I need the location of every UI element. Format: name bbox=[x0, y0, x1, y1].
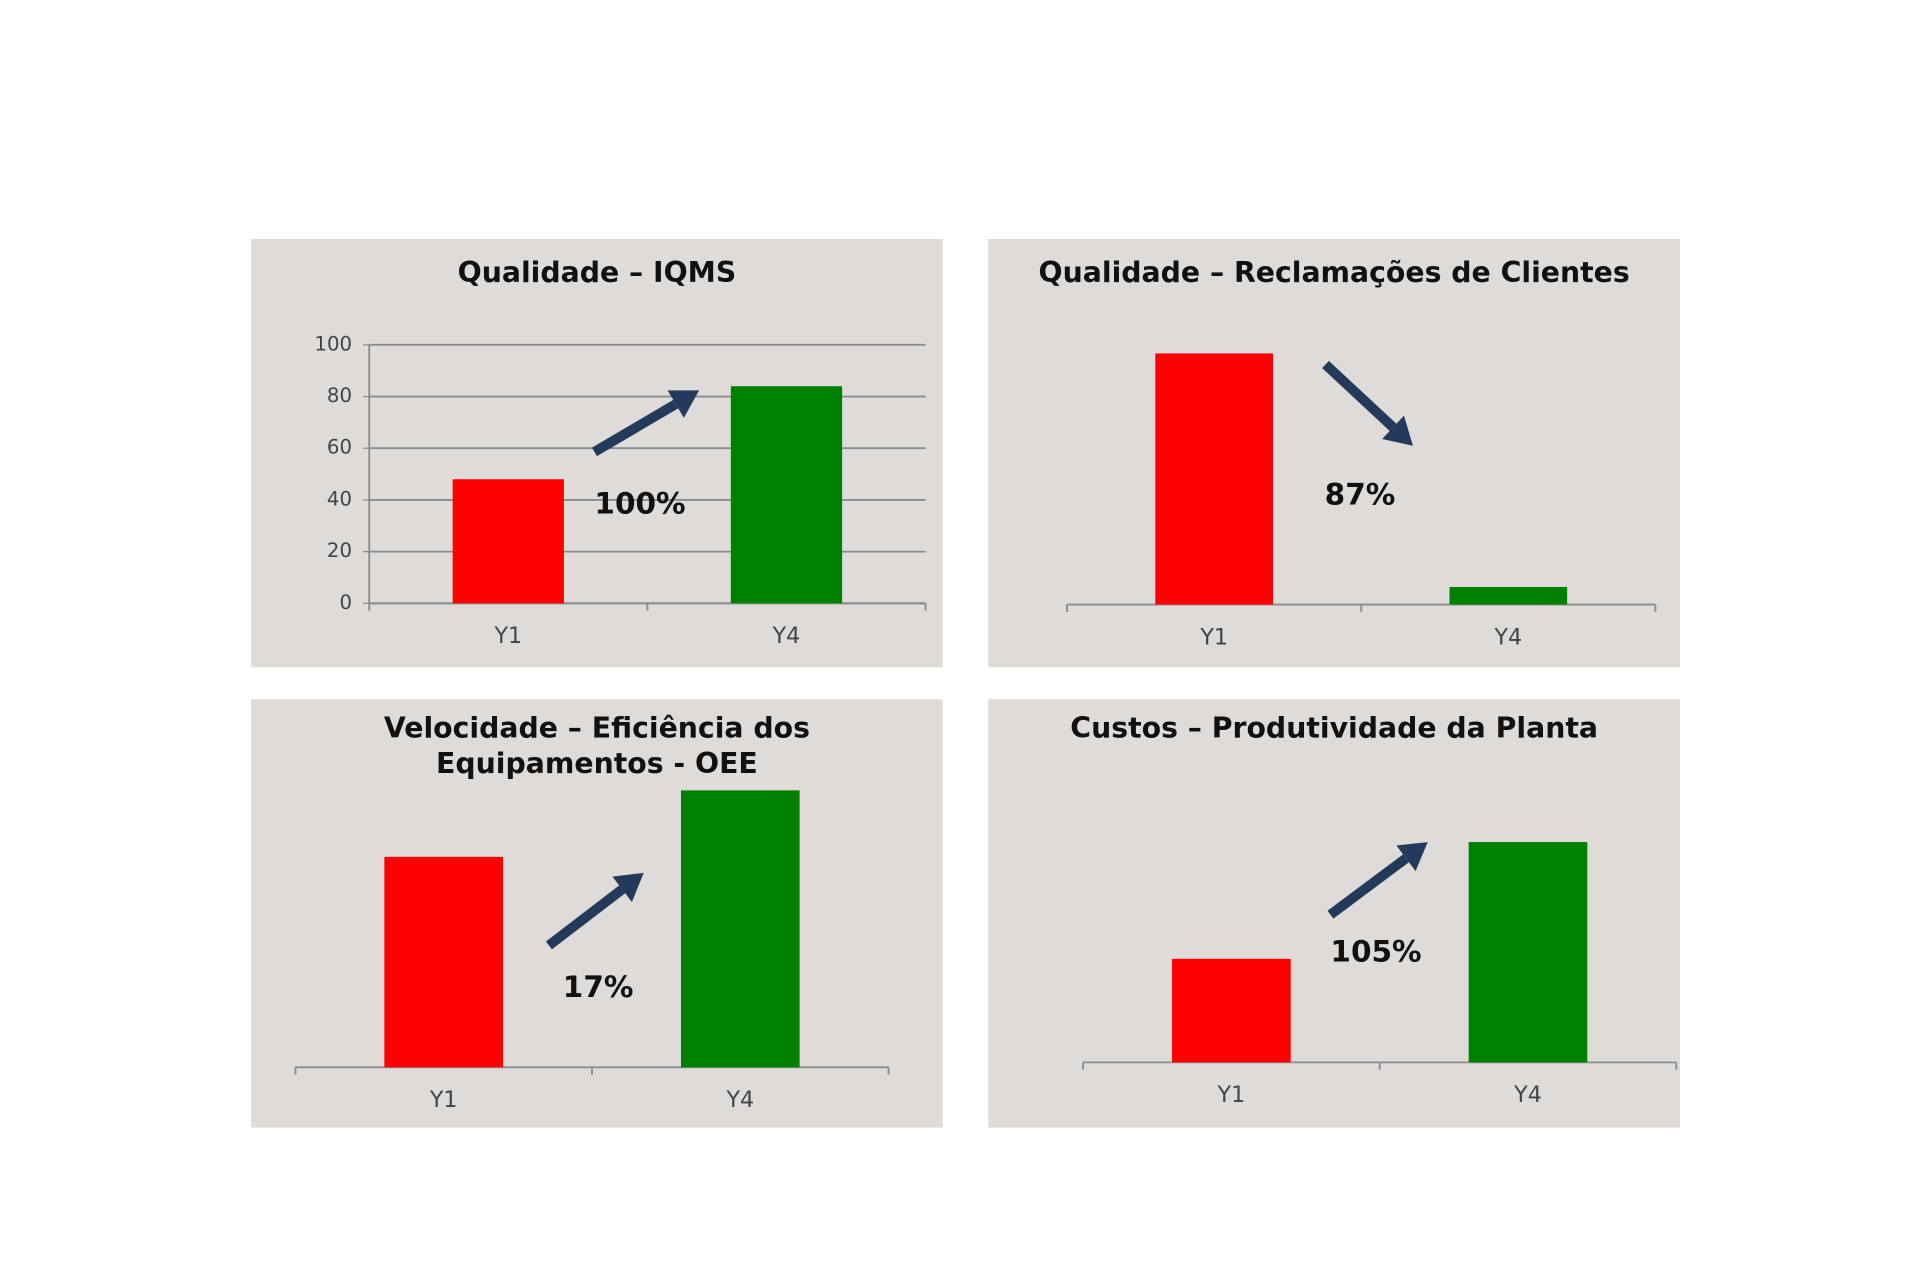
y-tick-label: 100 bbox=[314, 332, 352, 355]
x-tick-label: Y4 bbox=[1513, 1082, 1542, 1108]
annotation: 87% bbox=[1325, 478, 1396, 512]
title-box: Qualidade – Reclamações de Clientes bbox=[1038, 257, 1630, 290]
title-box: Qualidade – IQMS bbox=[457, 257, 737, 290]
chart-title: Custos – Produtividade da Planta bbox=[1070, 712, 1598, 745]
y-tick-label: 0 bbox=[339, 591, 352, 614]
bar bbox=[452, 479, 564, 604]
chart-title: Qualidade – IQMS bbox=[457, 257, 737, 290]
trend-arrow-shaft bbox=[545, 885, 626, 950]
bar bbox=[1155, 353, 1273, 605]
annotation: 100% bbox=[594, 486, 685, 520]
trend-arrow-shaft bbox=[1327, 854, 1409, 919]
y-tick-label: 80 bbox=[327, 384, 352, 407]
title-box: Velocidade – Eficiência dos Equipamentos… bbox=[383, 712, 810, 781]
bar bbox=[1172, 958, 1291, 1063]
chart-title: Velocidade – Eficiência dos Equipamentos… bbox=[383, 712, 810, 781]
bar bbox=[680, 790, 800, 1068]
annotation: 17% bbox=[563, 970, 634, 1004]
x-tick-label: Y1 bbox=[429, 1087, 458, 1113]
x-tick-label: Y1 bbox=[1199, 624, 1228, 650]
x-tick-label: Y4 bbox=[725, 1087, 754, 1113]
trend-arrow-shaft bbox=[1322, 360, 1397, 431]
y-tick-label: 20 bbox=[327, 539, 352, 562]
trend-arrow-head bbox=[612, 872, 644, 903]
x-tick-label: Y4 bbox=[772, 623, 801, 649]
x-tick-label: Y4 bbox=[1493, 624, 1522, 650]
chart-panel: Qualidade – IQMS 0 20 40 60 80 100 Y1 Y4 bbox=[251, 239, 943, 668]
title-box: Custos – Produtividade da Planta bbox=[1070, 712, 1598, 745]
trend-arrow-head bbox=[1382, 415, 1413, 446]
trend-arrow-head bbox=[667, 390, 700, 418]
x-tick-label: Y1 bbox=[493, 623, 522, 649]
y-tick-label: 60 bbox=[327, 436, 352, 459]
bar bbox=[730, 386, 843, 604]
annotation: 105% bbox=[1330, 934, 1421, 968]
x-tick-label: Y1 bbox=[1217, 1082, 1246, 1108]
chart-panel: Velocidade – Eficiência dos Equipamentos… bbox=[251, 699, 943, 1128]
trend-arrow-shaft bbox=[591, 399, 679, 457]
trend-arrow-head bbox=[1396, 842, 1428, 872]
chart-panel: Qualidade – Reclamações de Clientes Y1 Y4 bbox=[988, 239, 1680, 668]
bar bbox=[1468, 842, 1588, 1063]
chart-title: Qualidade – Reclamações de Clientes bbox=[1038, 257, 1630, 290]
bar bbox=[384, 856, 504, 1068]
bar bbox=[1449, 586, 1568, 605]
y-tick-label: 40 bbox=[327, 487, 352, 510]
